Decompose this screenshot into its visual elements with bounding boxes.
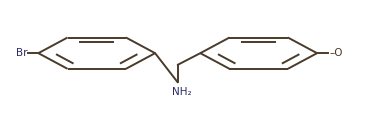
Text: –O: –O (329, 48, 342, 58)
Text: NH₂: NH₂ (172, 87, 191, 97)
Text: Br: Br (15, 48, 27, 58)
